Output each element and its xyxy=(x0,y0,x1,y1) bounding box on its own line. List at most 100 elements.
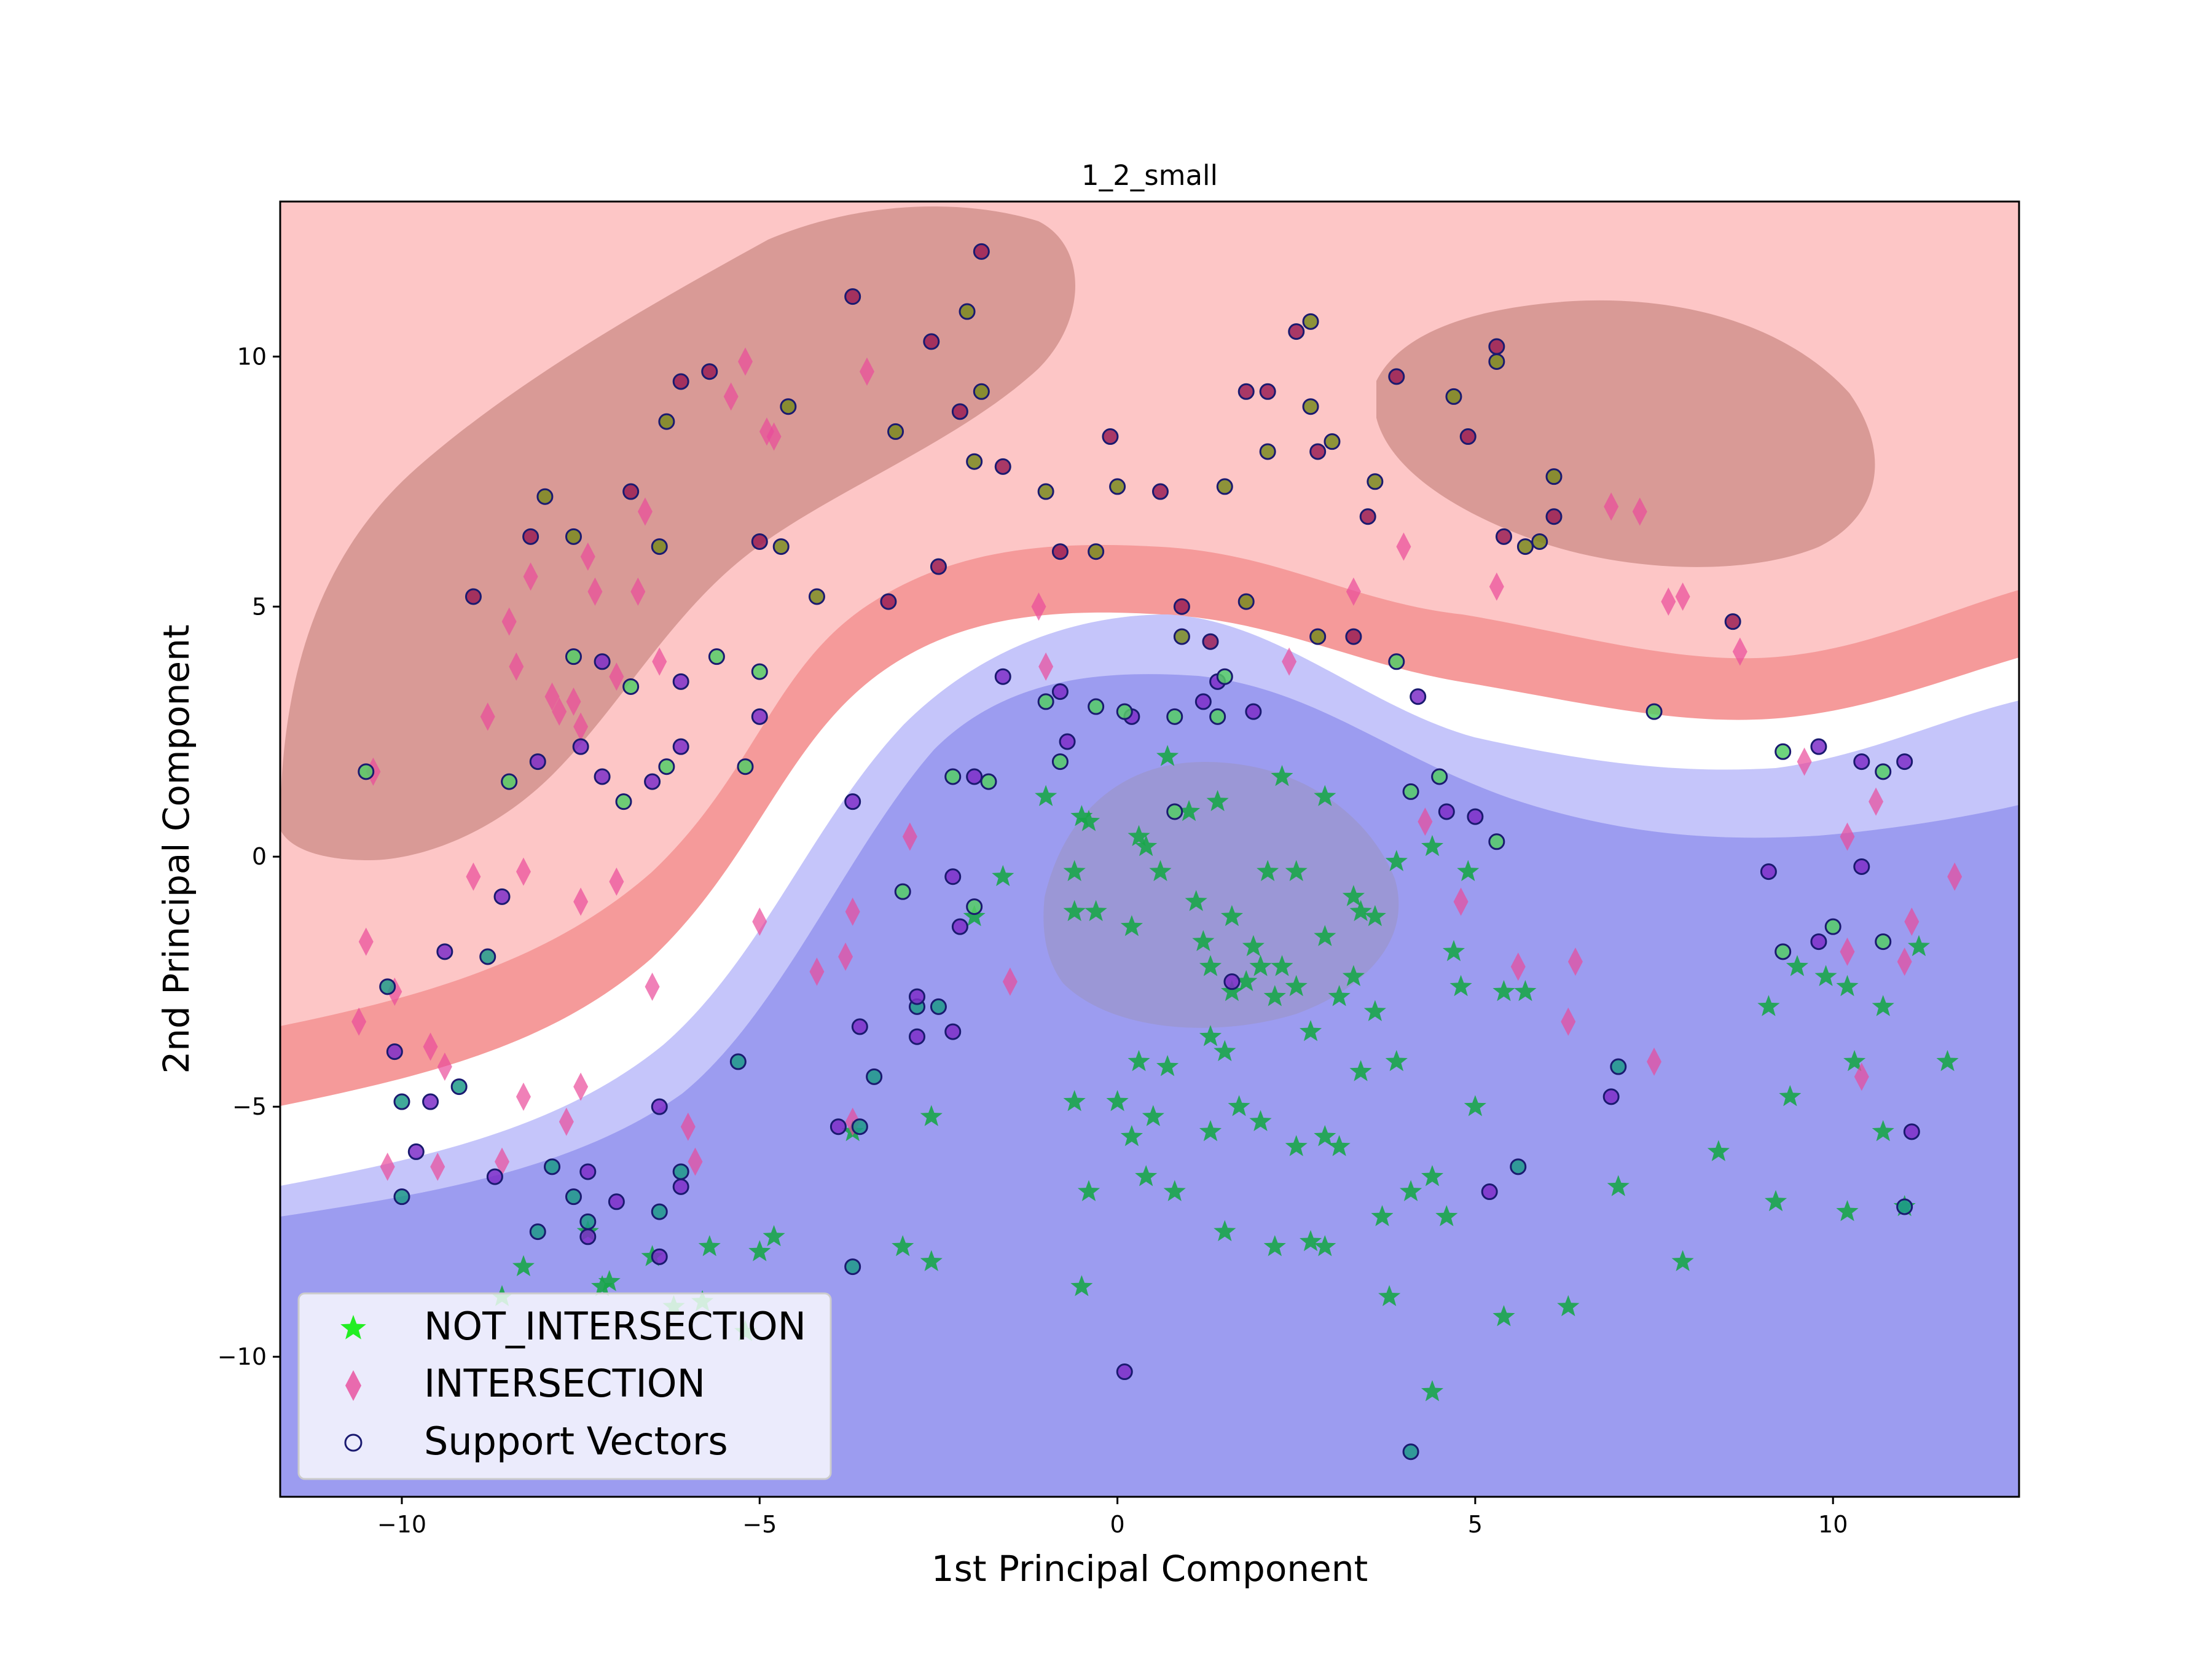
support-vector-point xyxy=(1237,593,1255,610)
support-vector-point xyxy=(1302,313,1319,330)
support-vector-point xyxy=(973,383,990,400)
intersection-points xyxy=(351,347,1963,1181)
not-intersection-point xyxy=(1149,860,1172,881)
support-vector-point xyxy=(651,1098,668,1115)
intersection-point xyxy=(573,712,589,741)
intersection-point xyxy=(1002,967,1018,996)
not-intersection-point xyxy=(1314,1125,1336,1147)
support-vector-point xyxy=(994,668,1011,685)
intersection-point xyxy=(358,927,374,956)
not-intersection-point xyxy=(1492,980,1515,1002)
not-intersection-point xyxy=(1757,995,1780,1016)
not-intersection-point xyxy=(1035,785,1057,806)
not-intersection-point xyxy=(1378,1285,1401,1306)
legend-label-support-vectors: Support Vectors xyxy=(424,1419,728,1464)
not-intersection-point xyxy=(1707,1140,1730,1161)
not-intersection-point xyxy=(763,1225,785,1247)
support-vector-point xyxy=(1853,858,1870,875)
support-vector-point xyxy=(565,1188,582,1206)
support-vector-point xyxy=(422,1093,439,1110)
not-intersection-point xyxy=(1907,935,1930,957)
support-vector-point xyxy=(923,333,940,350)
not-intersection-point xyxy=(1199,1120,1222,1142)
support-vector-point xyxy=(1431,768,1448,785)
intersection-point xyxy=(509,652,524,681)
support-vector-point xyxy=(565,528,582,545)
intersection-point xyxy=(688,1147,703,1176)
not-intersection-point xyxy=(1257,860,1279,881)
chart-title: 1_2_small xyxy=(1081,159,1218,192)
not-intersection-point xyxy=(1492,1305,1515,1327)
support-vector-point xyxy=(1194,693,1212,710)
not-intersection-point xyxy=(1314,785,1336,806)
not-intersection-point xyxy=(1285,1135,1308,1156)
intersection-point xyxy=(1869,787,1884,816)
support-vector-point xyxy=(1245,703,1262,720)
support-vector-point xyxy=(1724,613,1741,630)
intersection-point xyxy=(480,702,495,731)
not-intersection-point xyxy=(1214,1040,1236,1061)
support-vector-point xyxy=(866,1068,883,1085)
intersection-point xyxy=(1567,947,1583,976)
region-intersection-high-left xyxy=(280,206,1075,860)
support-vector-point xyxy=(501,773,518,790)
support-vector-point xyxy=(951,403,968,420)
support-vector-point xyxy=(1116,1363,1133,1381)
support-vector-point xyxy=(579,1228,597,1245)
not-intersection-point xyxy=(1342,885,1365,906)
intersection-point xyxy=(680,1112,696,1141)
not-intersection-point xyxy=(1077,810,1100,831)
not-intersection-point xyxy=(1464,1095,1486,1116)
not-intersection-point xyxy=(1220,904,1243,927)
not-intersection-point xyxy=(1192,930,1215,951)
support-vector-point xyxy=(622,483,640,500)
support-vector-point xyxy=(1116,703,1133,720)
not-intersection-point xyxy=(920,1105,943,1126)
support-vector-point xyxy=(594,768,611,785)
intersection-point xyxy=(580,542,595,571)
not-intersection-point xyxy=(1342,965,1365,986)
support-vector-point xyxy=(1223,973,1241,990)
not-intersection-point xyxy=(1178,800,1201,822)
support-vector-point xyxy=(1467,808,1484,825)
support-vector-point xyxy=(1037,693,1054,710)
not-intersection-point xyxy=(1228,1095,1250,1116)
x-axis-label: 1st Principal Component xyxy=(931,1548,1368,1590)
intersection-point xyxy=(1647,1047,1662,1076)
support-vector-point xyxy=(658,413,675,430)
not-intersection-point xyxy=(1371,1205,1394,1226)
not-intersection-point xyxy=(1156,1055,1179,1077)
intersection-point xyxy=(466,862,481,891)
support-vector-point xyxy=(880,593,897,610)
not-intersection-point xyxy=(1235,970,1258,992)
support-vector-point xyxy=(486,1168,503,1185)
intersection-point xyxy=(1840,822,1855,851)
intersection-point xyxy=(859,357,874,386)
not-intersection-point xyxy=(1128,825,1150,846)
support-vector-point xyxy=(536,488,554,505)
legend-diamond-icon xyxy=(345,1370,361,1401)
support-vector-point xyxy=(1151,483,1169,500)
support-vector-point xyxy=(493,888,511,905)
intersection-point xyxy=(1904,908,1920,936)
support-vector-point xyxy=(672,1178,689,1195)
support-vector-point xyxy=(522,528,539,545)
intersection-point xyxy=(501,607,517,636)
support-vector-point xyxy=(944,1023,962,1040)
y-tick-label: −10 xyxy=(218,1343,267,1370)
not-intersection-point xyxy=(1836,975,1859,997)
not-intersection-point xyxy=(1128,1049,1150,1072)
support-vector-point xyxy=(966,898,983,916)
y-tick-label: −5 xyxy=(232,1093,267,1120)
support-vector-point xyxy=(751,708,768,725)
not-intersection-point xyxy=(1185,890,1207,911)
not-intersection-point xyxy=(1300,1020,1322,1041)
support-vector-point xyxy=(751,663,768,680)
support-vector-point xyxy=(1896,753,1913,771)
support-vector-point xyxy=(1216,668,1233,685)
support-vector-point xyxy=(450,1078,468,1096)
intersection-point xyxy=(838,942,853,971)
intersection-point xyxy=(1661,587,1676,616)
support-vector-point xyxy=(1173,628,1190,645)
not-intersection-point xyxy=(1156,745,1179,766)
